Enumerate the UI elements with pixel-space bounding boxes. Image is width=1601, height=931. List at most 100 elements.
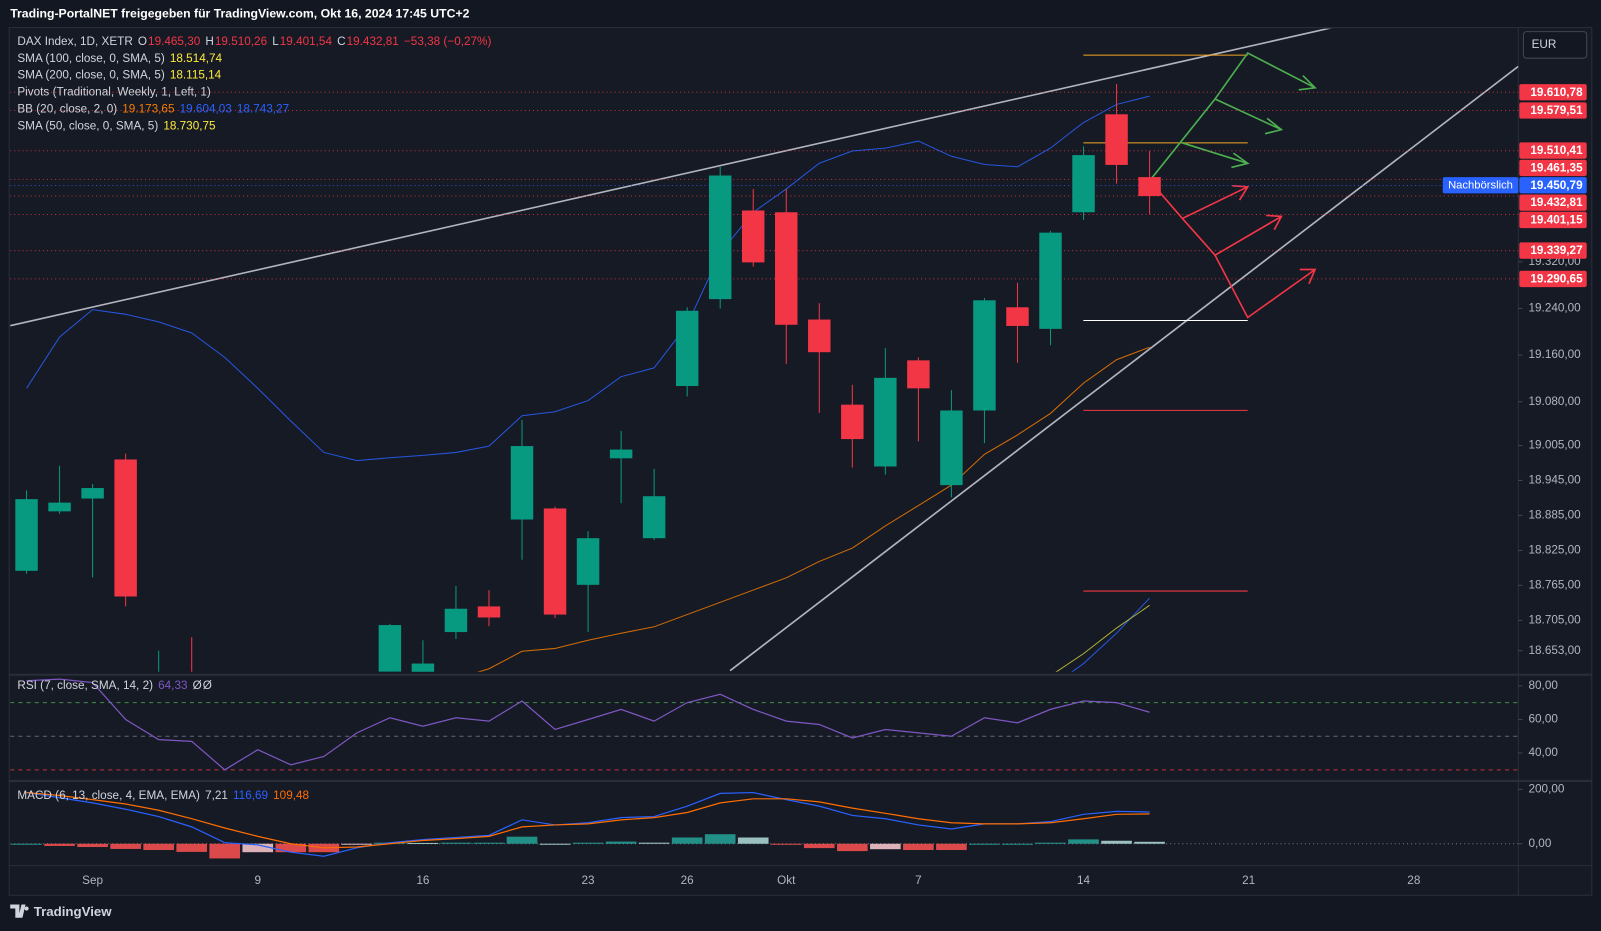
candle-body xyxy=(576,538,600,585)
legend-line: DAX Index, 1D, XETR O19.465,30 H19.510,26 L… xyxy=(17,35,491,48)
header-title: Trading-PortalNET freigegeben für Tradin… xyxy=(10,7,469,21)
y-tick-label: 19.160,00 xyxy=(1529,348,1582,361)
histogram-bar xyxy=(1035,842,1066,844)
histogram-bar xyxy=(1134,841,1165,844)
x-tick-label: 9 xyxy=(254,874,261,887)
legend-text: 64,33 xyxy=(158,679,188,692)
chart-frame xyxy=(8,27,1593,896)
candle-body xyxy=(378,625,402,672)
y-tick-label: 80,00 xyxy=(1529,679,1559,692)
candle-body xyxy=(675,310,699,387)
histogram-bar xyxy=(605,841,637,844)
histogram-bar xyxy=(242,843,274,853)
price-label: 19.450,79 xyxy=(1530,179,1583,192)
indicator-line xyxy=(1055,604,1150,672)
legend-text: 18.730,75 xyxy=(163,120,216,133)
user-drawings xyxy=(10,28,1519,672)
pane-0 xyxy=(10,83,1519,672)
histogram-bar xyxy=(803,843,835,849)
histogram-bar xyxy=(77,843,108,848)
candle-body xyxy=(874,377,897,467)
price-label-box xyxy=(1519,211,1587,229)
legend-text: O xyxy=(138,35,147,48)
x-tick-label: 28 xyxy=(1407,874,1421,887)
legend-text: 18.115,14 xyxy=(170,69,222,82)
x-tick-label: Okt xyxy=(777,874,796,887)
candle-body xyxy=(81,488,104,499)
candle-body xyxy=(15,499,38,571)
price-label-box xyxy=(1519,142,1587,159)
currency[interactable]: EUR xyxy=(1532,38,1557,51)
legend-text: H xyxy=(205,35,213,48)
logo-icon[interactable] xyxy=(10,904,29,918)
y-tick-label: 19.080,00 xyxy=(1529,395,1582,408)
legend-text: C xyxy=(337,35,346,48)
legend-text: 116,69 xyxy=(233,789,268,802)
x-tick-label: 23 xyxy=(582,874,596,887)
logo[interactable]: TradingView xyxy=(10,904,112,919)
histogram-bar xyxy=(1002,843,1033,845)
histogram-bar xyxy=(704,834,736,844)
price-label-box xyxy=(1519,177,1587,194)
y-tick-label: 18.945,00 xyxy=(1529,474,1582,487)
price-label: 19.290,65 xyxy=(1530,273,1583,286)
y-tick-label: 19.005,00 xyxy=(1529,439,1582,452)
price-label: 19.401,15 xyxy=(1530,214,1583,227)
macd-line xyxy=(26,791,1150,857)
legend-text: 18.743,27 xyxy=(237,103,289,116)
legend-line: Pivots (Traditional, Weekly, 1, Left, 1) xyxy=(17,86,211,99)
projection-arrow xyxy=(1149,52,1317,182)
price-label: 19.579,51 xyxy=(1530,104,1583,117)
legend-text: 18.514,74 xyxy=(170,52,223,65)
candle-body xyxy=(808,319,831,353)
price-label: 19.339,27 xyxy=(1530,244,1583,257)
histogram-bar xyxy=(209,843,241,859)
currency-box[interactable] xyxy=(1522,31,1588,59)
price-tag: Nachbörslich xyxy=(1448,180,1513,192)
x-tick-label: 7 xyxy=(915,874,922,887)
indicator-line xyxy=(1071,597,1150,672)
y-tick-label: 0,00 xyxy=(1529,837,1552,850)
candle-body xyxy=(841,404,864,440)
price-label: 19.432,81 xyxy=(1530,196,1583,209)
price-label-box xyxy=(1519,102,1587,119)
legend-text: 7,21 xyxy=(205,789,228,802)
candle-body xyxy=(907,360,930,389)
legend-text: DAX Index, 1D, XETR xyxy=(17,35,132,48)
legend-text: 19.401,54 xyxy=(280,35,333,48)
histogram-bar xyxy=(936,843,967,851)
candle-body xyxy=(741,210,765,263)
legend-text: MACD (6, 13, close, 4, EMA, EMA) xyxy=(17,789,200,802)
legend-text: Ø xyxy=(203,679,212,692)
histogram-bar xyxy=(969,843,1000,845)
projection-arrow xyxy=(1214,254,1317,319)
trend-line xyxy=(729,65,1519,672)
trend-line xyxy=(10,28,1332,327)
histogram-bar xyxy=(770,843,802,845)
legend-line: SMA (50, close, 0, SMA, 5) 18.730,75 xyxy=(17,120,216,133)
histogram-bar xyxy=(506,836,538,844)
legend-line: SMA (200, close, 0, SMA, 5) 18.115,14 xyxy=(17,69,221,82)
y-tick-label: 18.653,00 xyxy=(1529,644,1582,657)
y-tick-label: 60,00 xyxy=(1529,713,1559,726)
x-tick-label: 16 xyxy=(416,874,430,887)
pane-2 xyxy=(10,791,1519,859)
histogram-bar xyxy=(539,843,571,845)
candle-body xyxy=(1006,307,1029,326)
histogram-bar xyxy=(341,843,373,845)
legend-text: Ø xyxy=(193,679,202,692)
candle-body xyxy=(48,502,71,512)
price-tag-box xyxy=(1442,177,1519,194)
price-label: 19.610,78 xyxy=(1530,86,1583,99)
legend-line: MACD (6, 13, close, 4, EMA, EMA) 7,21 116,… xyxy=(17,789,309,802)
price-label: 19.461,35 xyxy=(1530,162,1583,175)
legend-text: 109,48 xyxy=(273,789,309,802)
histogram-bar xyxy=(903,843,934,851)
logo-text[interactable]: TradingView xyxy=(34,904,113,919)
y-tick-label: 18.885,00 xyxy=(1529,509,1582,522)
projection-arrow xyxy=(1214,98,1284,135)
legend-text: 19.465,30 xyxy=(148,35,201,48)
pane-1 xyxy=(10,678,1519,771)
